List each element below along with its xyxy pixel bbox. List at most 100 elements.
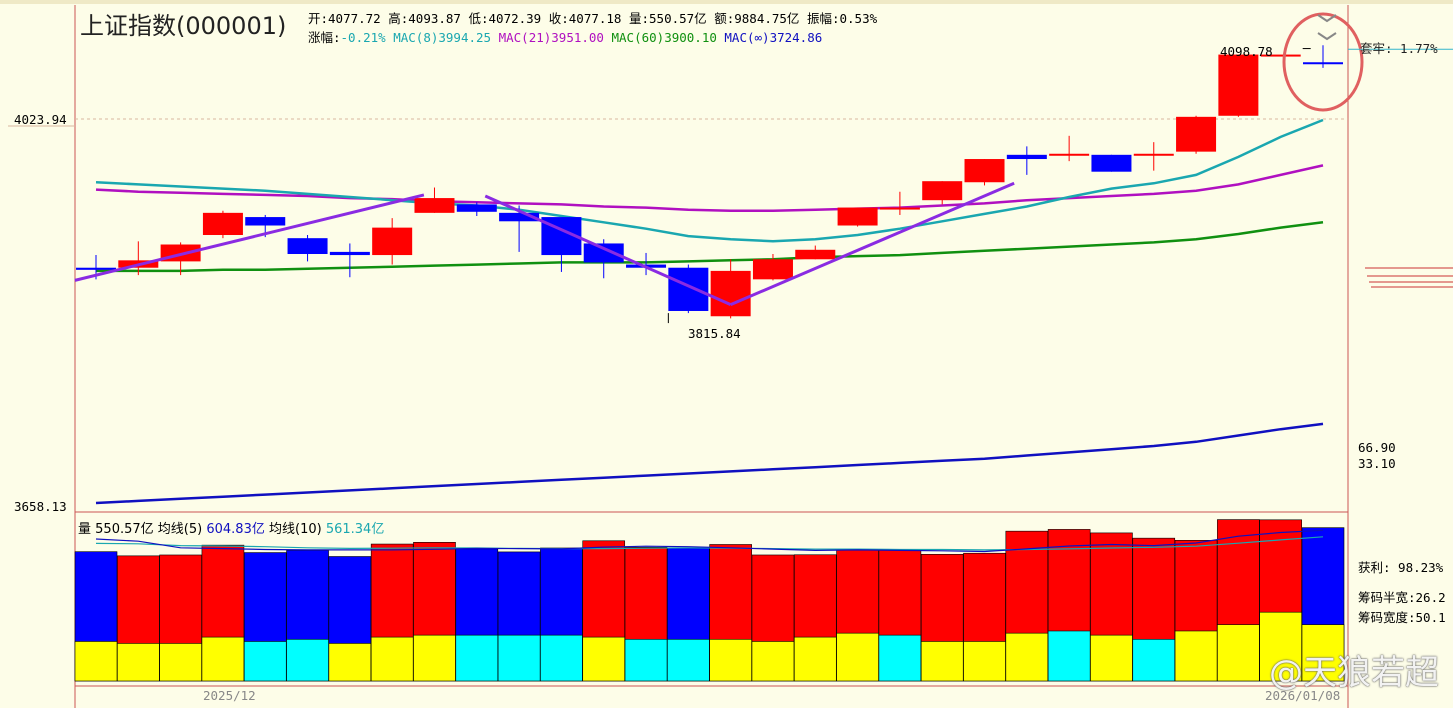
volume-sub-bar <box>74 641 118 682</box>
volume-sub-bar <box>793 636 837 682</box>
trend-line-2 <box>484 194 732 307</box>
mainf-value: 3724.86 <box>769 30 823 45</box>
chip-value-1: 66.90 <box>1358 440 1396 455</box>
top-strip <box>0 0 1453 4</box>
ma21-value: 3951.00 <box>551 30 604 45</box>
candle-body <box>795 249 836 260</box>
volume-sub-bar <box>836 632 879 682</box>
open-value: 4077.72 <box>328 11 381 26</box>
candle-body <box>1049 153 1090 156</box>
x-axis-label-start: 2025/12 <box>203 688 256 703</box>
volume-sub-bar <box>328 643 372 682</box>
volume-sub-bar <box>582 636 626 682</box>
vol-panel-value: 550.57亿 <box>95 522 154 537</box>
volume-sub-bar <box>1005 632 1049 682</box>
candle-body <box>245 217 286 226</box>
volume-sub-bar <box>1047 630 1091 682</box>
vol-value: 550.57亿 <box>649 11 707 26</box>
volume-sub-bar <box>413 634 456 682</box>
volume-sub-bar <box>497 634 541 682</box>
ma60-value: 3900.10 <box>664 30 717 45</box>
volume-sub-bar <box>963 641 1006 682</box>
volume-sub-bar <box>286 638 329 682</box>
ma21-label: MAC(21) <box>498 30 552 45</box>
candle-body <box>1303 62 1343 65</box>
volume-sub-bar <box>878 634 922 682</box>
candle-body <box>76 267 116 270</box>
vol-ma10-label: 均线(10) <box>269 522 322 537</box>
chg-label: 涨幅: <box>308 30 341 45</box>
vol-label: 量: <box>629 11 650 26</box>
volume-sub-bar <box>1174 630 1218 682</box>
candle-body <box>583 243 624 263</box>
volume-sub-bar <box>751 641 795 682</box>
volume-sub-bar <box>1090 634 1133 682</box>
low-price-label: 3815.84 <box>688 326 741 341</box>
volume-sub-bar <box>1301 624 1345 682</box>
volume-ma5-line <box>95 529 1324 553</box>
candle-body <box>287 238 328 255</box>
candle-body <box>456 204 497 212</box>
high-value: 4093.87 <box>408 11 461 26</box>
candle-body <box>837 207 878 226</box>
candle-body <box>499 212 540 222</box>
candle-body <box>1006 154 1047 160</box>
volume-sub-bar <box>117 643 160 682</box>
candle-body <box>329 251 370 256</box>
ma21-line <box>95 164 1324 212</box>
volume-sub-bar <box>920 641 964 682</box>
volume-sub-bar <box>1217 624 1260 682</box>
volume-sub-bar <box>1259 611 1302 682</box>
highlight-circle <box>1282 12 1364 112</box>
candle-body <box>372 227 413 256</box>
volume-sub-bar <box>667 638 710 682</box>
volume-sub-bar <box>370 636 414 682</box>
ma-info: 涨幅:-0.21% MAC(8)3994.25 MAC(21)3951.00 M… <box>308 27 822 46</box>
volume-sub-bar <box>243 641 287 682</box>
volume-sub-bar <box>540 634 583 682</box>
candle-body <box>1176 116 1217 152</box>
volume-sub-bar <box>1132 638 1176 682</box>
candle-body <box>1218 54 1259 116</box>
ma8-value: 3994.25 <box>438 30 492 45</box>
trend-line-3 <box>730 181 1015 307</box>
candle-body <box>1091 154 1132 172</box>
chip-width: 筹码宽度:50.1 <box>1358 610 1446 625</box>
ma-inf-line <box>95 422 1324 505</box>
ma60-label: MAC(60) <box>611 30 665 45</box>
chevron-down-icon <box>1317 32 1337 41</box>
volume-sub-bar <box>201 636 245 682</box>
ohlc-info: 开:4077.72 高:4093.87 低:4072.39 收:4077.18 … <box>308 8 877 27</box>
candle-body <box>202 212 243 236</box>
page-title: 上证指数(000001) <box>80 12 287 40</box>
watermark: @天狼若超 <box>1269 653 1439 693</box>
taolao-label: 套牢: 1.77% <box>1360 41 1438 56</box>
chip-value-2: 33.10 <box>1358 456 1396 471</box>
candle-body <box>1133 153 1174 156</box>
profit-label: 获利: 98.23% <box>1358 560 1444 575</box>
amt-label: 额: <box>714 11 735 26</box>
x-axis-label-end: 2026/01/08 <box>1265 688 1341 703</box>
title-row: 上证指数(000001) <box>80 6 286 41</box>
ma8-label: MAC(8) <box>393 30 439 45</box>
candle-body <box>710 270 751 317</box>
vol-panel-label: 量 <box>78 522 92 537</box>
volume-ma10-line <box>95 536 1324 551</box>
trend-line-1 <box>74 193 425 282</box>
volume-sub-bar <box>709 638 752 682</box>
candle-body <box>1260 54 1301 57</box>
open-label: 开: <box>308 11 329 26</box>
volume-info: 量 550.57亿 均线(5) 604.83亿 均线(10) 561.34亿 <box>78 518 384 537</box>
close-label: 收: <box>548 11 569 26</box>
vol-ma5-value: 604.83亿 <box>206 522 265 537</box>
candle-body <box>414 198 455 213</box>
ma60-line <box>96 221 1324 273</box>
close-value: 4077.18 <box>568 11 622 26</box>
vol-ma10-value: 561.34亿 <box>325 522 385 537</box>
high-price-label: 4098.78 <box>1220 44 1273 59</box>
chg-value: -0.21% <box>340 30 386 45</box>
volume-sub-bar <box>624 638 668 682</box>
volume-sub-bar <box>159 643 202 682</box>
candle-body <box>879 207 920 210</box>
